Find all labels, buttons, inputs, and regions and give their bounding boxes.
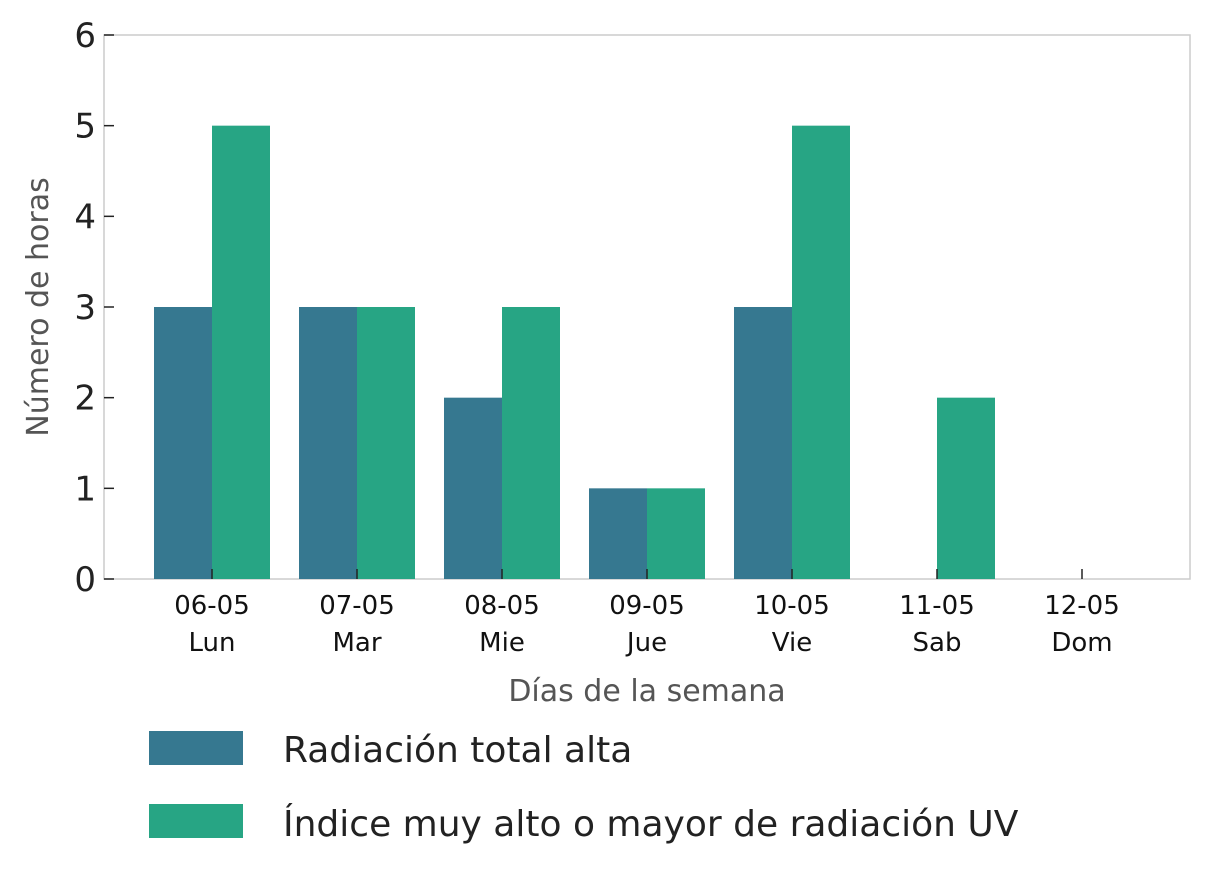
x-tick-label-date: 11-05 [899, 591, 975, 621]
x-tick-label-day: Mar [332, 628, 381, 658]
legend-swatch-radiacion-total [149, 731, 243, 765]
x-tick-label-date: 08-05 [464, 591, 540, 621]
y-tick-label: 4 [74, 197, 96, 237]
bar-indice-uv-07-05 [357, 307, 415, 579]
bar-radiacion-total-08-05 [444, 397, 502, 579]
x-tick-label-date: 07-05 [319, 591, 395, 621]
y-tick-label: 3 [74, 288, 96, 328]
x-tick-label-date: 12-05 [1044, 591, 1120, 621]
y-axis-title: Número de horas [21, 177, 56, 436]
bar-indice-uv-06-05 [212, 125, 270, 580]
bar-radiacion-total-09-05 [589, 488, 647, 579]
y-tick-label: 1 [74, 469, 96, 509]
x-tick-label-date: 06-05 [174, 591, 250, 621]
bar-indice-uv-11-05 [937, 397, 995, 579]
bar-radiacion-total-07-05 [299, 307, 357, 579]
bar-radiacion-total-06-05 [154, 307, 212, 579]
bar-indice-uv-08-05 [502, 307, 560, 579]
x-tick-label-day: Mie [479, 628, 525, 658]
x-axis: 06-05 Lun 07-05 Mar 08-05 Mie 09-05 Jue 10-05 Vie… [174, 569, 1120, 658]
x-tick-label-day: Vie [772, 628, 812, 658]
bar-radiacion-total-10-05 [734, 307, 792, 579]
x-tick-label-day: Sab [913, 628, 962, 658]
x-tick-label-date: 10-05 [754, 591, 830, 621]
legend-label-indice-uv: Índice muy alto o mayor de radiación UV [283, 803, 1019, 845]
x-tick-label-day: Jue [625, 628, 667, 658]
bars-layer [154, 125, 995, 580]
bar-indice-uv-09-05 [647, 488, 705, 579]
x-axis-title: Días de la semana [508, 674, 785, 709]
legend: Radiación total alta Índice muy alto o m… [149, 730, 1019, 845]
y-axis: 0 1 2 3 4 5 6 [74, 16, 114, 600]
y-tick-label: 6 [74, 16, 96, 56]
bar-indice-uv-10-05 [792, 125, 850, 580]
x-tick-label-date: 09-05 [609, 591, 685, 621]
y-tick-label: 2 [74, 379, 96, 419]
y-tick-label: 5 [74, 107, 96, 147]
legend-swatch-indice-uv [149, 804, 243, 838]
x-tick-label-day: Dom [1051, 628, 1112, 658]
y-tick-label: 0 [74, 560, 96, 600]
x-tick-label-day: Lun [189, 628, 236, 658]
legend-label-radiacion-total: Radiación total alta [283, 730, 632, 771]
